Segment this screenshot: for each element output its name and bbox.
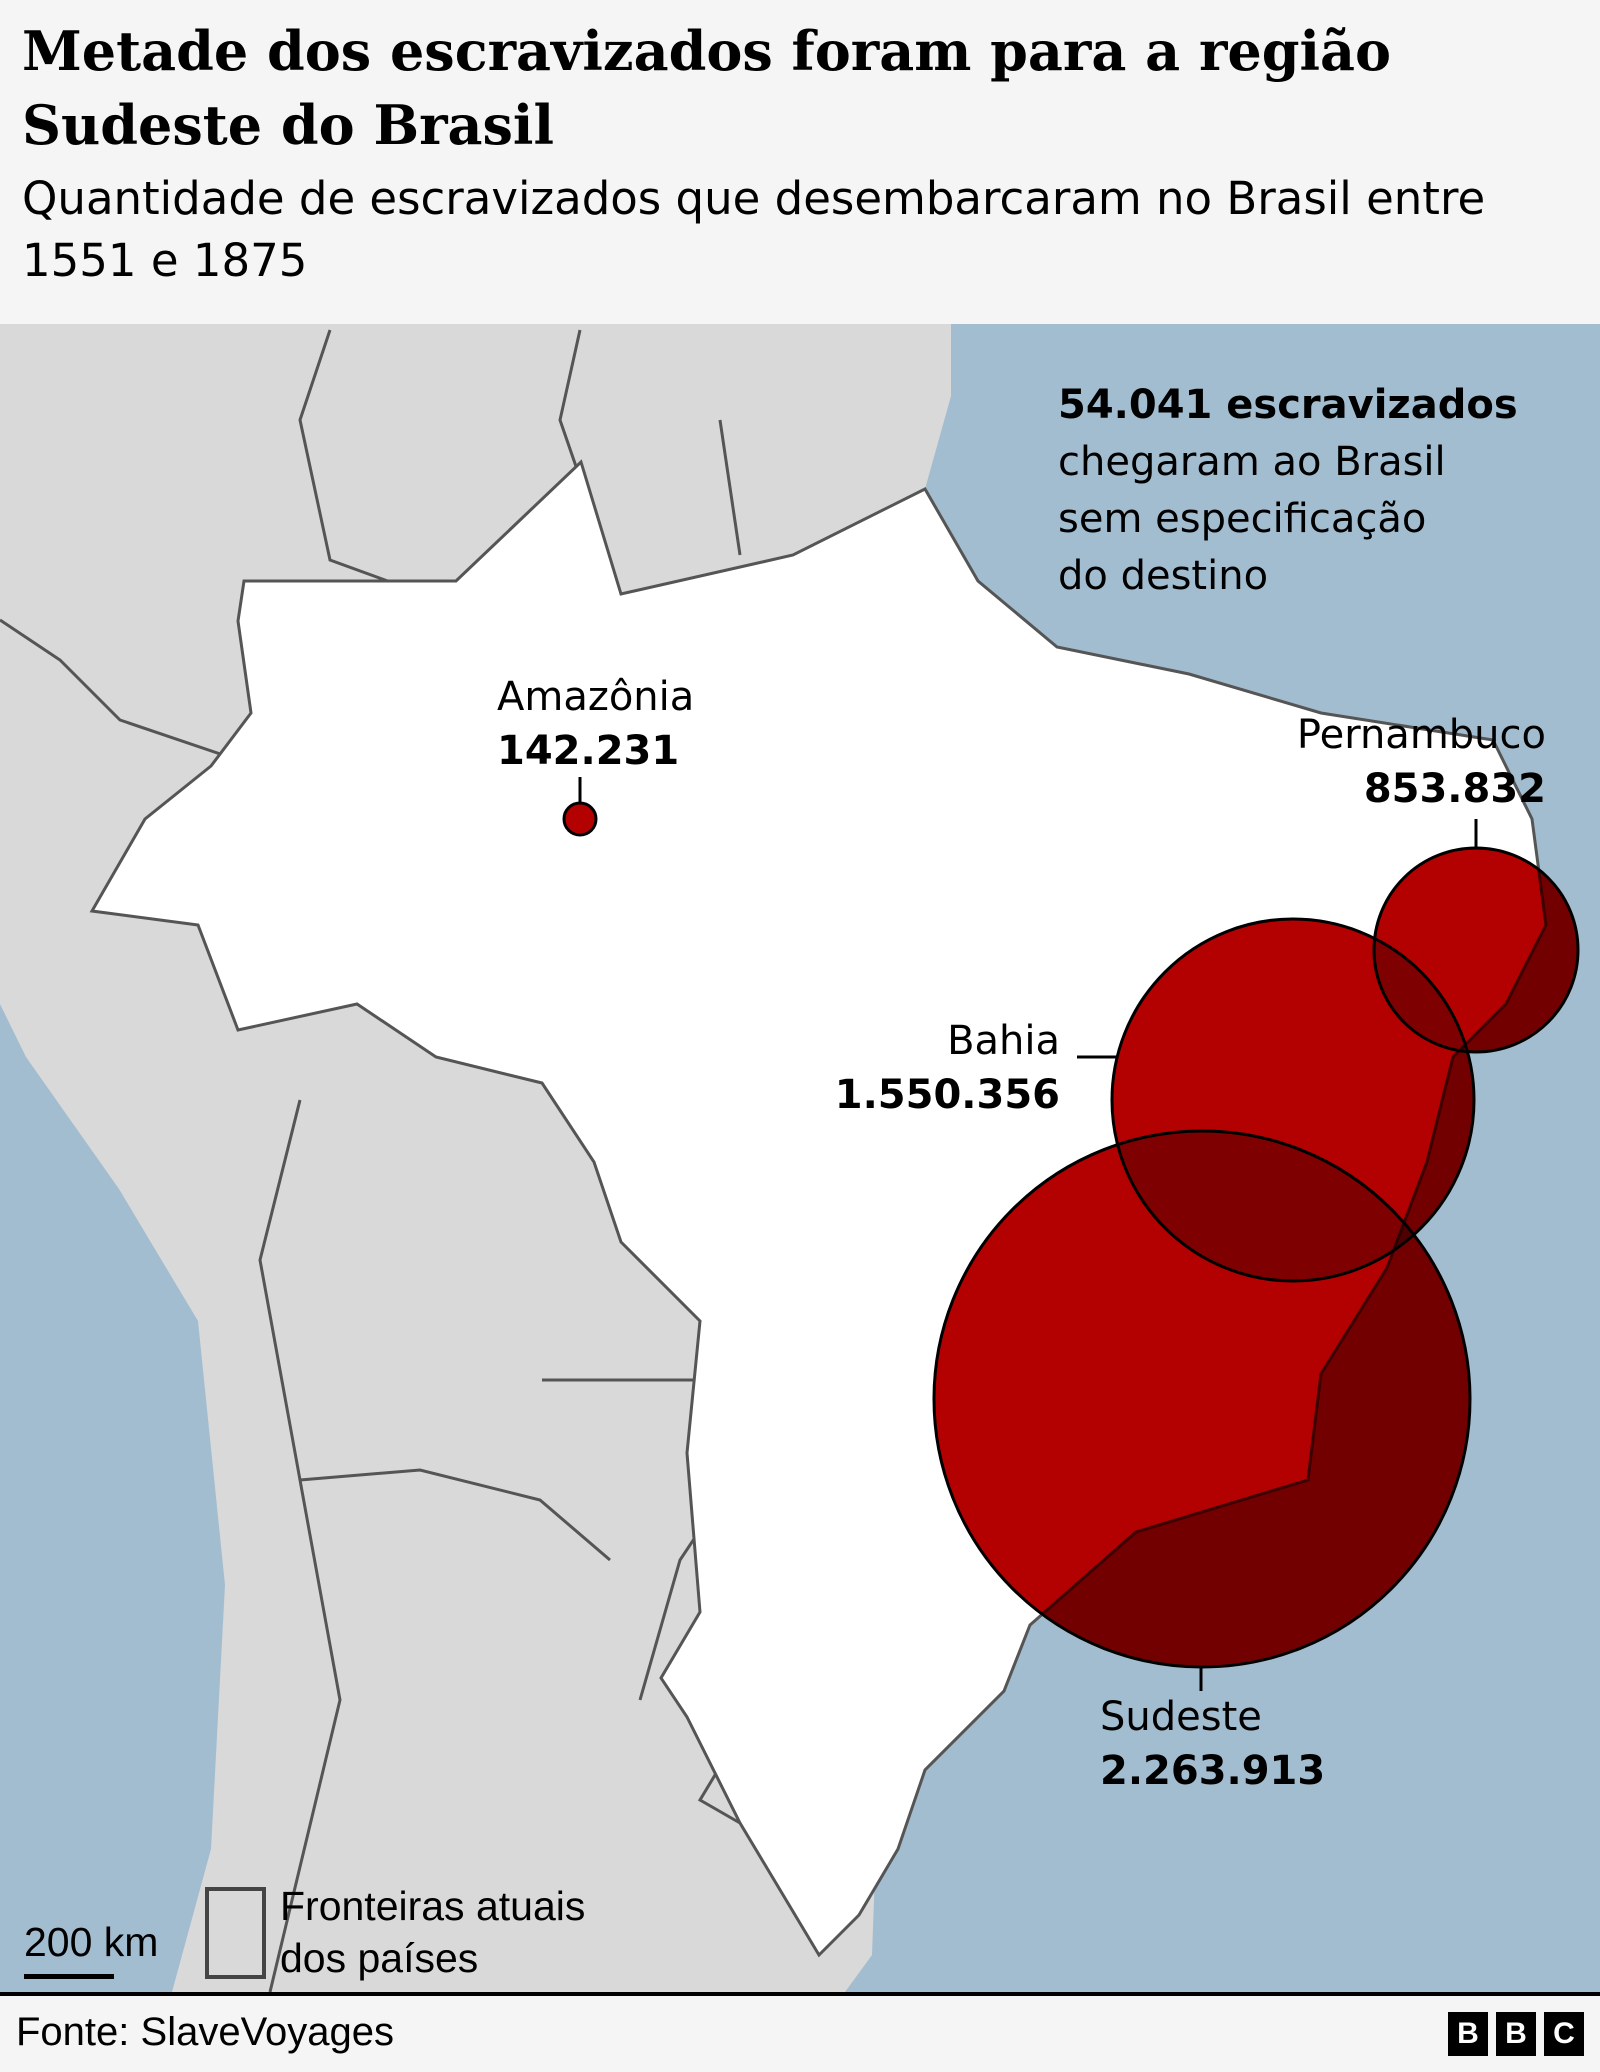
- region-value: 1.550.356: [834, 1072, 1060, 1118]
- source-note: Fonte: SlaveVoyages: [16, 2010, 395, 2054]
- borders-legend-label: Fronteiras atuais dos países: [280, 1883, 586, 1981]
- region-value: 142.231: [497, 728, 680, 774]
- chart-title: Metade dos escravizados foram para a reg…: [22, 19, 1392, 157]
- unspecified-count: 54.041 escravizados: [1058, 382, 1518, 428]
- logo-letter: B: [1496, 2012, 1536, 2056]
- border-legend-swatch: [205, 1887, 266, 1979]
- label-amazonia: Amazônia 142.231: [497, 670, 694, 778]
- region-name: Bahia: [947, 1018, 1060, 1064]
- region-name: Pernambuco: [1296, 712, 1546, 758]
- label-pernambuco: Pernambuco 853.832: [1297, 708, 1546, 816]
- unspecified-note: 54.041 escravizados chegaram ao Brasil s…: [1058, 377, 1518, 605]
- bubble-bahia: [1110, 917, 1476, 1283]
- logo-letter: B: [1448, 2012, 1488, 2056]
- bubbles: [562, 801, 1580, 1669]
- scale-label: 200 km: [24, 1919, 159, 1965]
- brazil: [89, 459, 1548, 1958]
- footer: Fonte: SlaveVoyages B B C: [0, 1992, 1600, 2072]
- bubble-pernambuco: [1372, 846, 1580, 1054]
- region-value: 853.832: [1363, 766, 1546, 812]
- region-value: 2.263.913: [1100, 1748, 1326, 1794]
- chart-subtitle: Quantidade de escravizados que desembarc…: [22, 172, 1486, 287]
- label-bahia: Bahia 1.550.356: [835, 1014, 1060, 1122]
- bubble-amazonia: [562, 801, 598, 837]
- bbc-logo: B B C: [1448, 2012, 1584, 2056]
- unspecified-text: chegaram ao Brasil sem especificação do …: [1058, 439, 1446, 599]
- header: Metade dos escravizados foram para a reg…: [0, 0, 1600, 324]
- label-sudeste: Sudeste 2.263.913: [1100, 1690, 1325, 1798]
- leader-lines: [578, 777, 1478, 1691]
- scale-bar: [24, 1974, 114, 1979]
- region-name: Amazônia: [497, 674, 695, 720]
- logo-letter: C: [1544, 2012, 1584, 2056]
- region-name: Sudeste: [1100, 1694, 1262, 1740]
